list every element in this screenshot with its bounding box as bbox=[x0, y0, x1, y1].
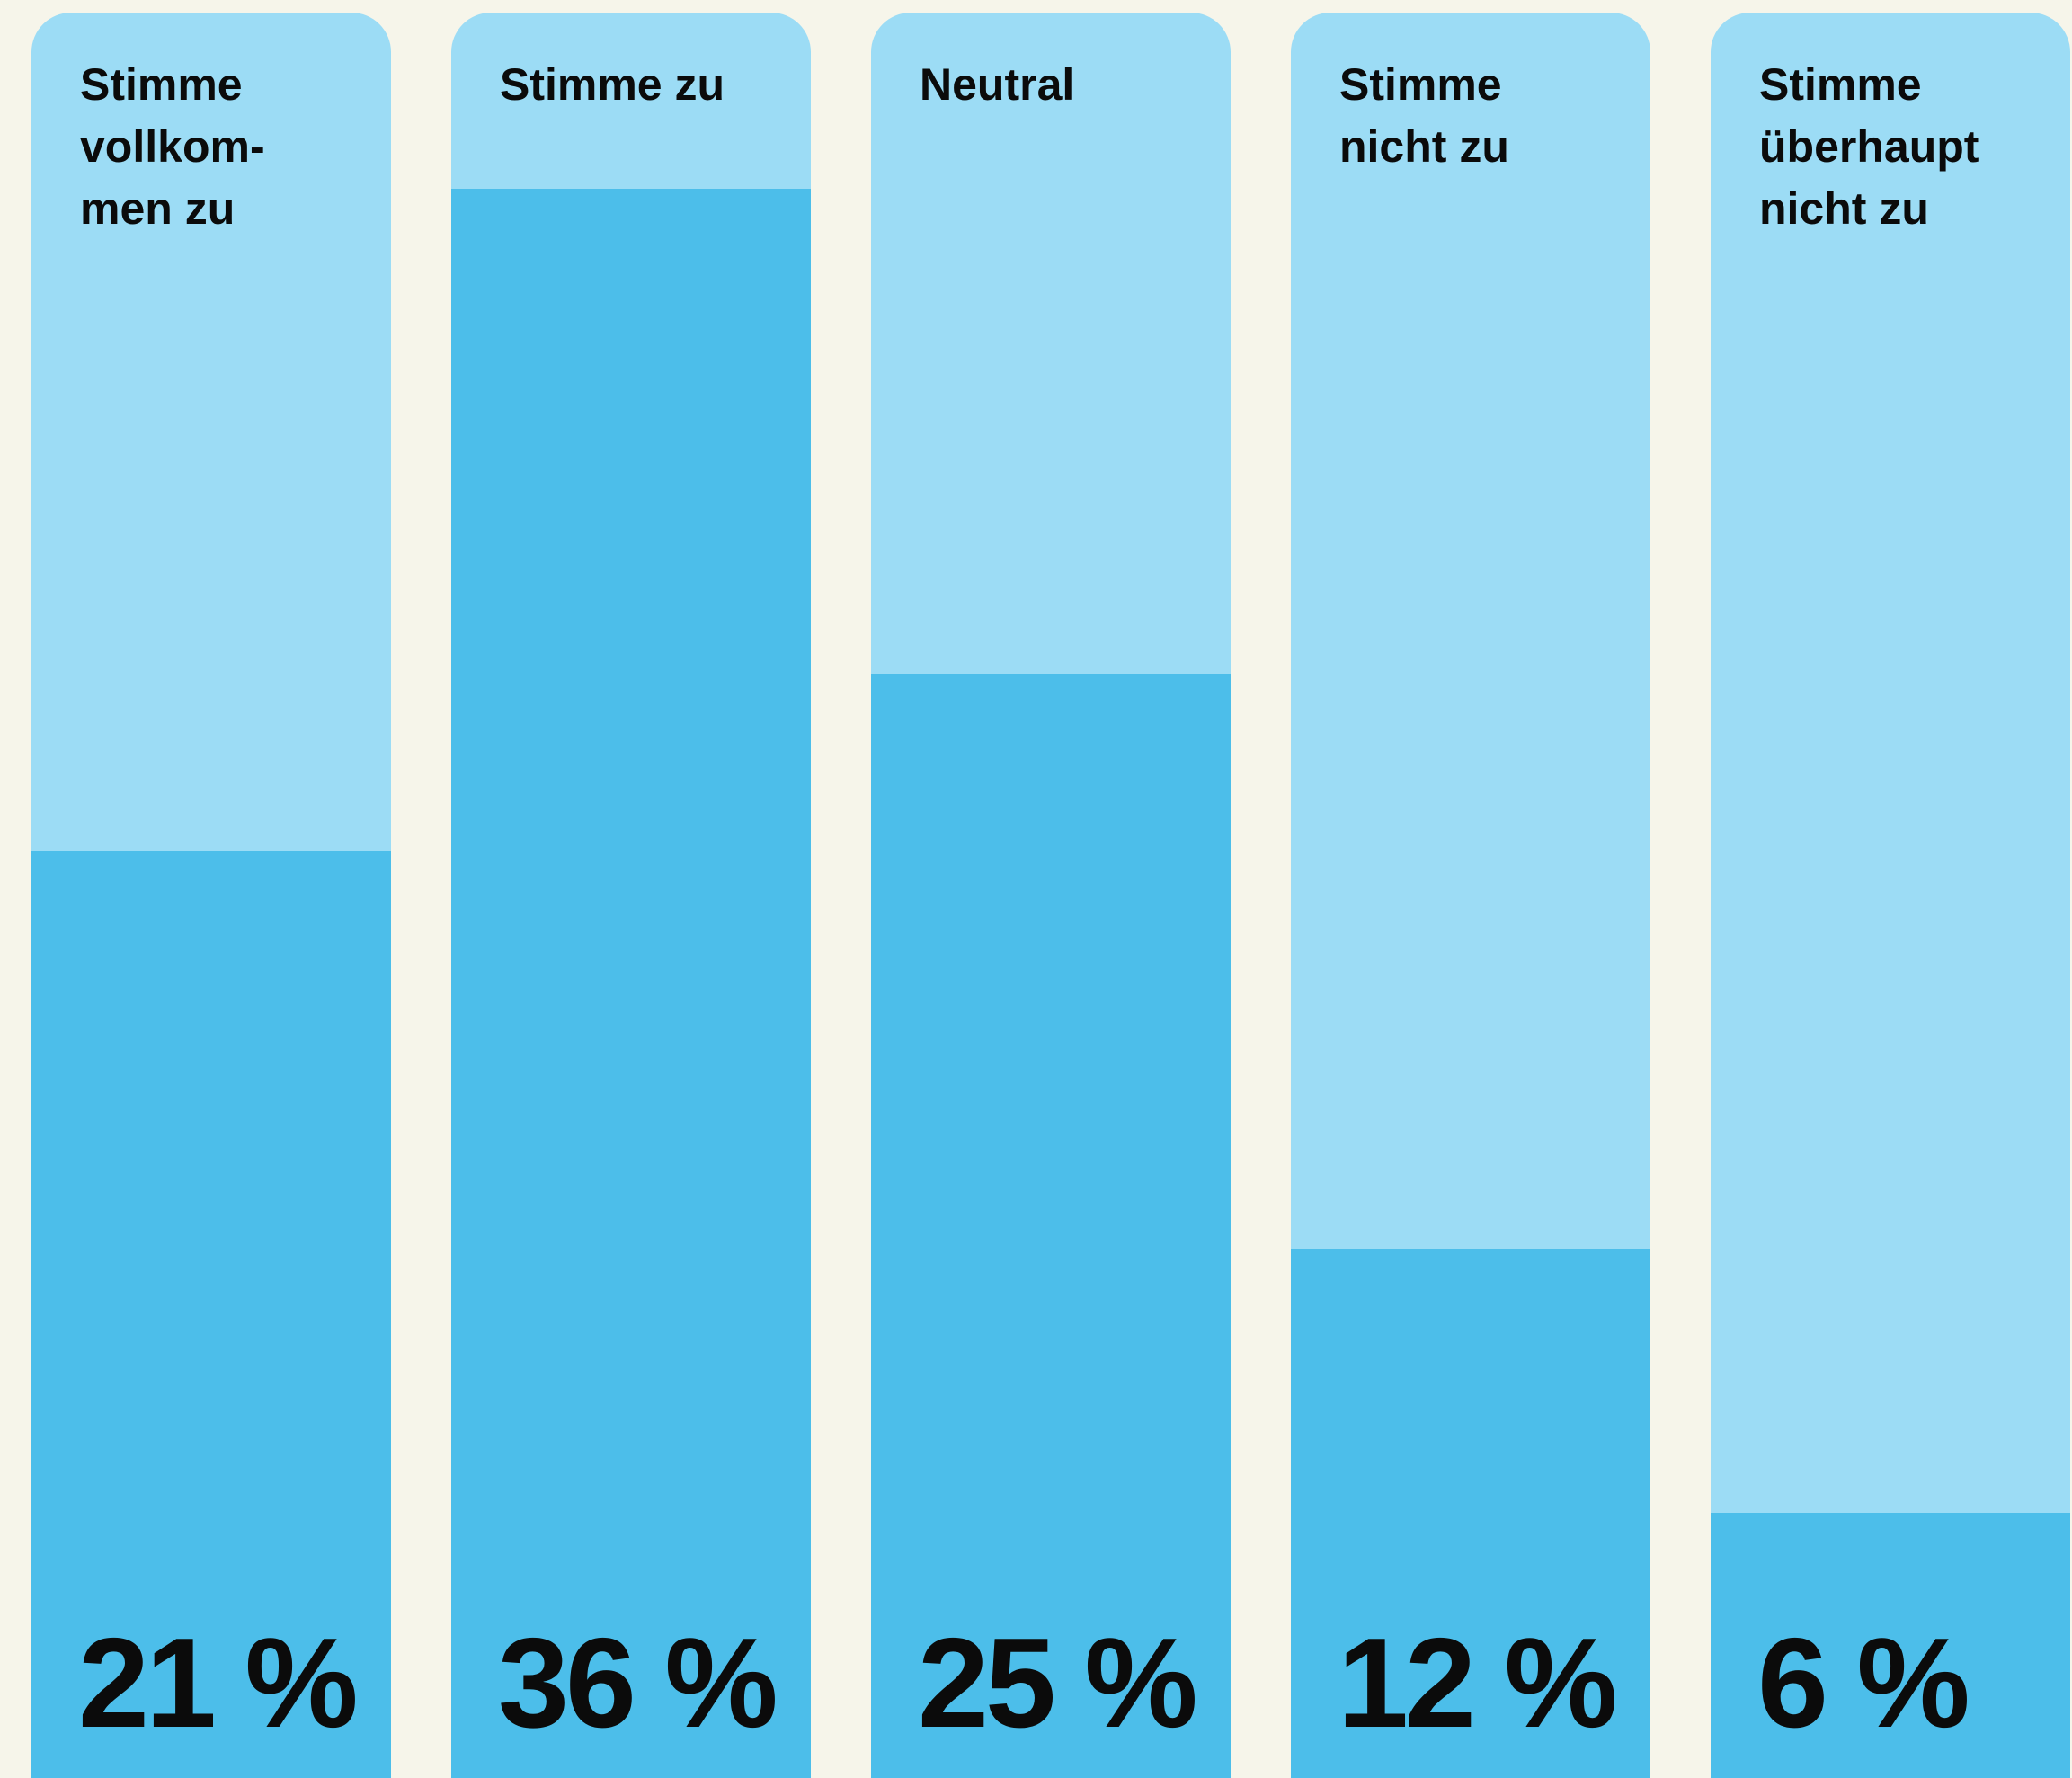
value-label: 12 % bbox=[1338, 1612, 1618, 1755]
category-label: Stimme nicht zu bbox=[1339, 59, 1509, 172]
category-label: Stimme zu bbox=[500, 59, 725, 110]
bar bbox=[1711, 1513, 2070, 1778]
category-label: Stimme vollkom- men zu bbox=[80, 59, 265, 234]
bar-column: Stimme zu 36 % bbox=[451, 13, 811, 1778]
bar bbox=[31, 851, 391, 1778]
bar-column: Stimme überhaupt nicht zu 6 % bbox=[1711, 13, 2070, 1778]
value-label: 36 % bbox=[498, 1612, 778, 1755]
bar-column: Stimme nicht zu 12 % bbox=[1291, 13, 1650, 1778]
bar-track bbox=[1711, 13, 2070, 1778]
bar bbox=[1291, 1249, 1650, 1778]
bar bbox=[871, 674, 1231, 1778]
category-label: Stimme überhaupt nicht zu bbox=[1759, 59, 1979, 234]
bar-column: Neutral 25 % bbox=[871, 13, 1231, 1778]
value-label: 6 % bbox=[1757, 1612, 1970, 1755]
bar-column: Stimme vollkom- men zu 21 % bbox=[31, 13, 391, 1778]
category-label: Neutral bbox=[920, 59, 1075, 110]
bar bbox=[451, 189, 811, 1778]
value-label: 21 % bbox=[78, 1612, 359, 1755]
value-label: 25 % bbox=[918, 1612, 1198, 1755]
